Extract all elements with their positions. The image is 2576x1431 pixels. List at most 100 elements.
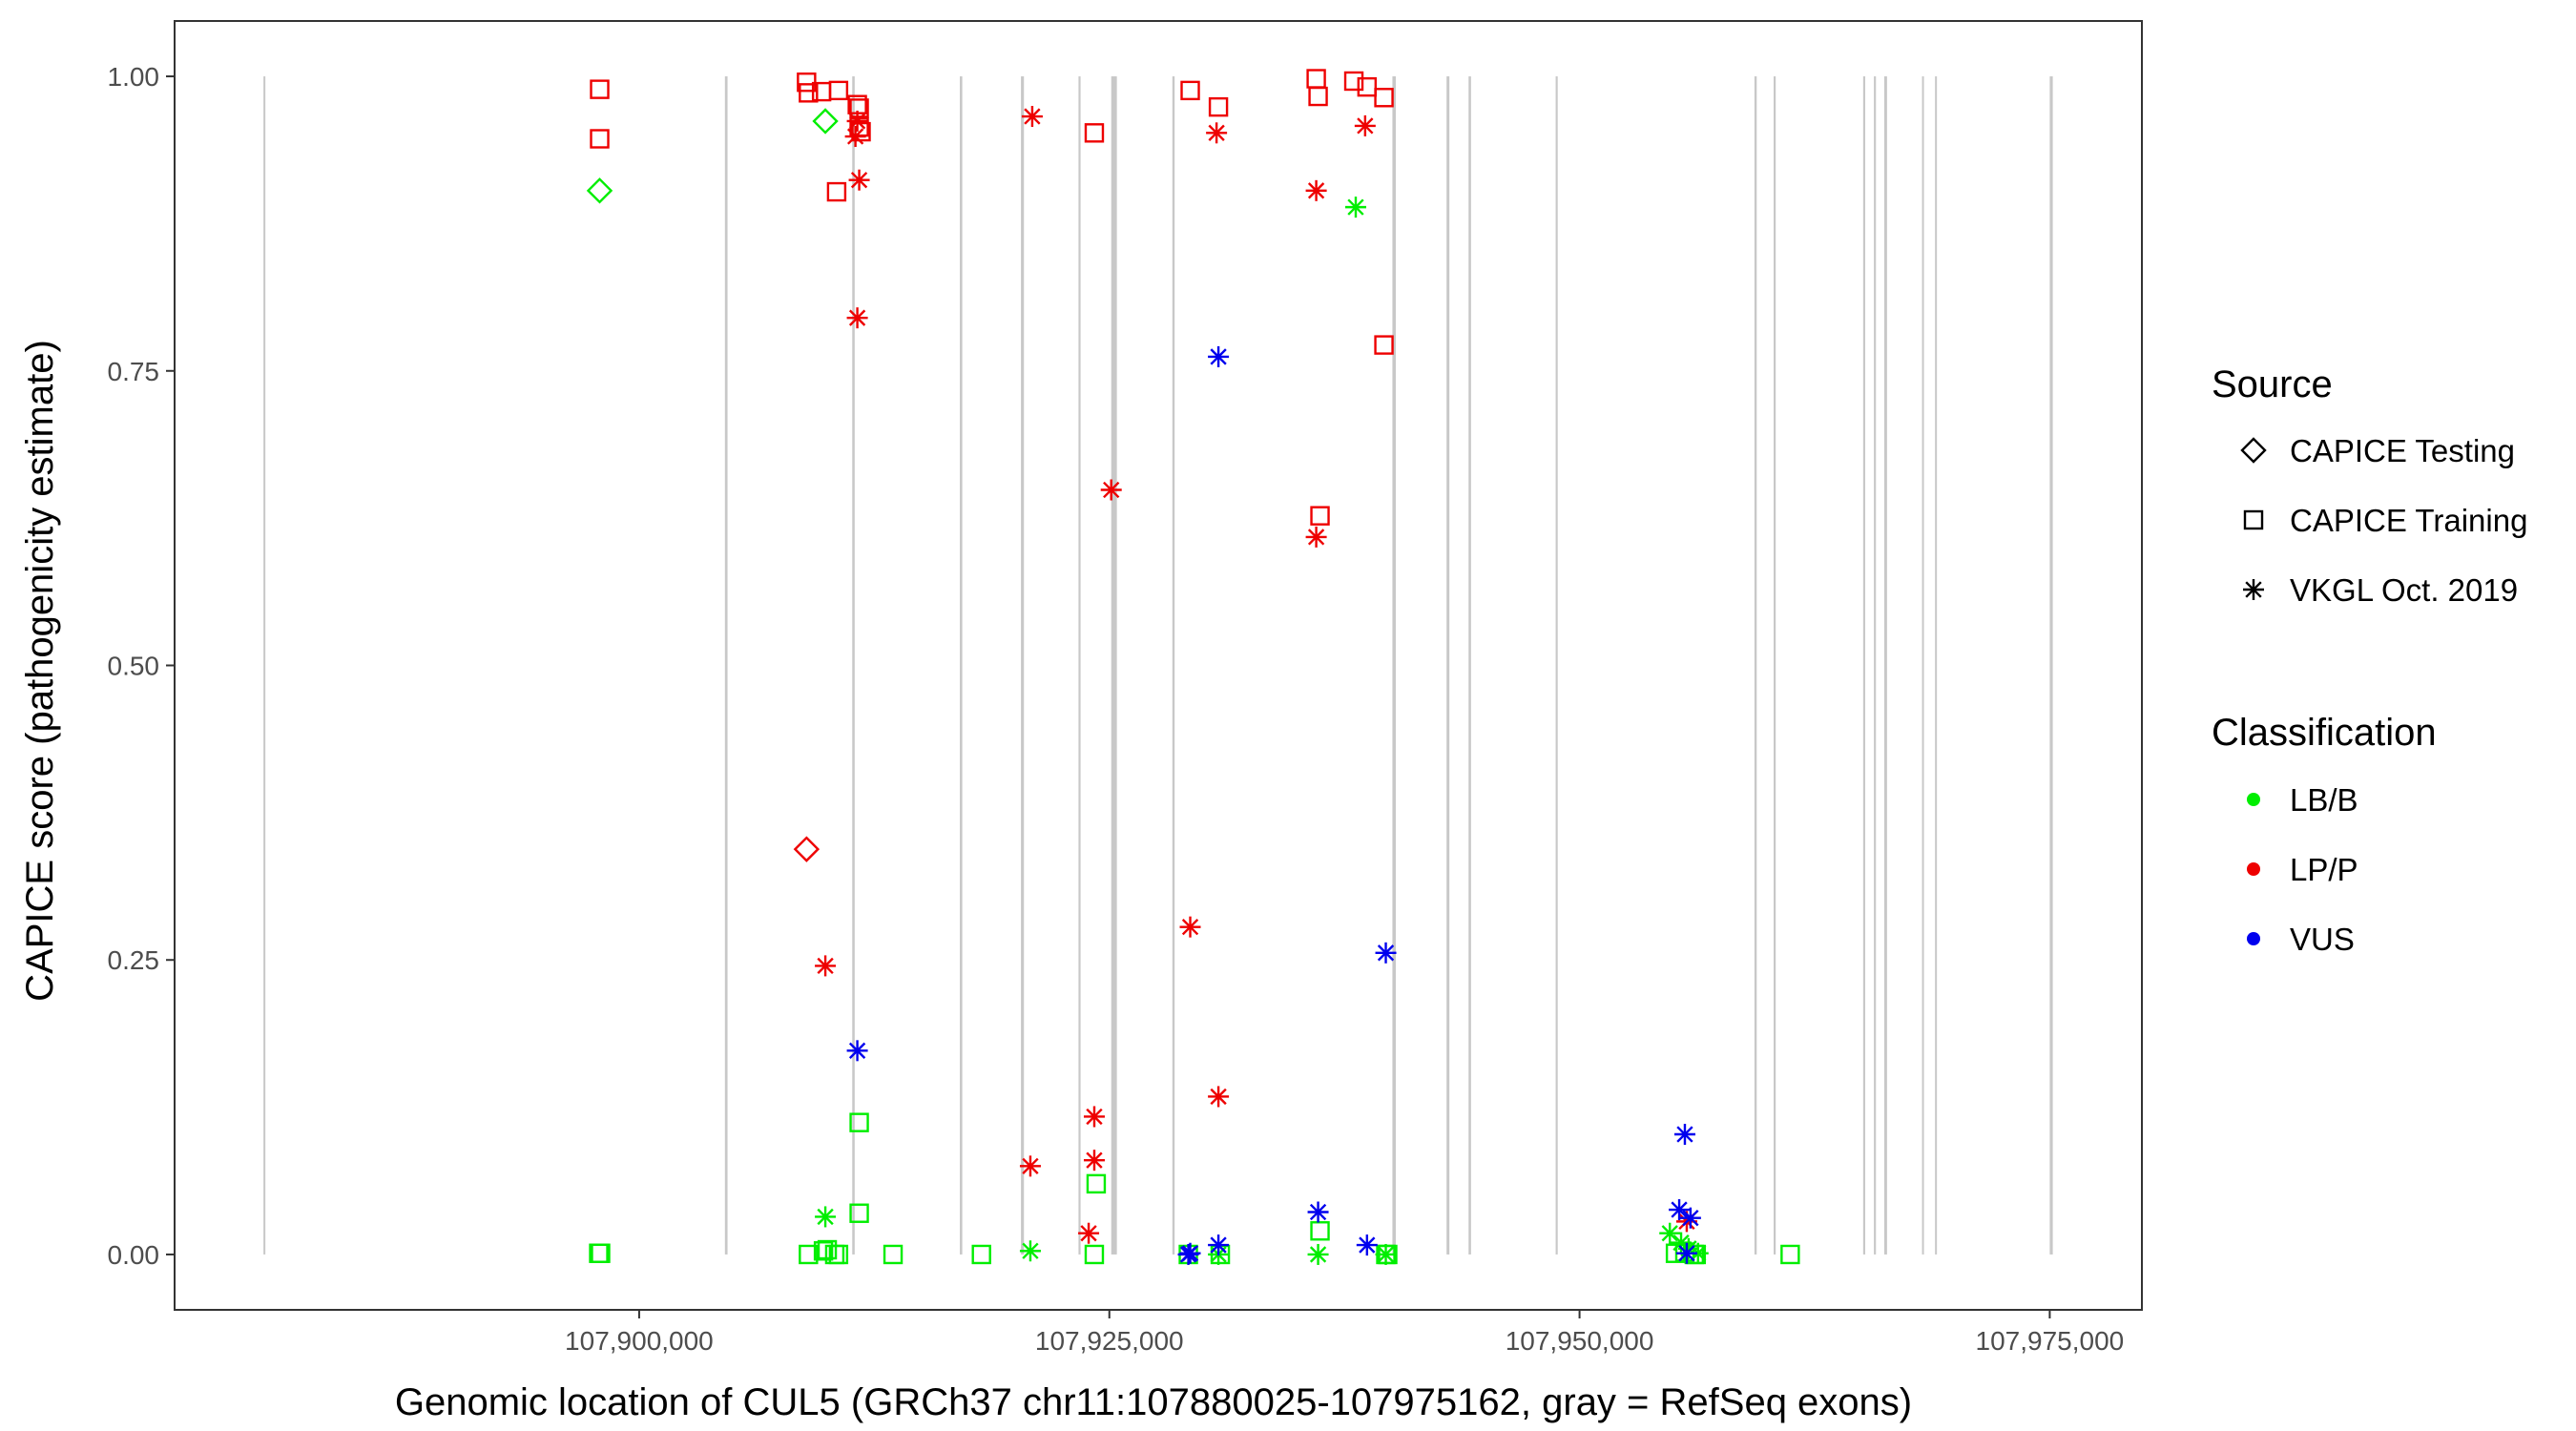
data-point <box>828 1244 849 1265</box>
data-point <box>1019 1240 1041 1262</box>
data-point <box>813 1241 834 1261</box>
legend-label: CAPICE Testing <box>2290 433 2515 468</box>
exon-line <box>960 76 963 1255</box>
data-point <box>1019 1155 1041 1177</box>
y-axis-title: CAPICE score (pathogenicity estimate) <box>19 340 61 1002</box>
data-point <box>1310 506 1330 526</box>
data-point <box>812 108 839 135</box>
y-axis: 0.00 0.25 0.50 0.75 1.00 <box>108 62 175 1270</box>
data-point <box>1308 86 1328 107</box>
legend-title: Source <box>2212 363 2333 405</box>
exon-line <box>1883 76 1887 1255</box>
x-tick-label: 107,975,000 <box>1976 1326 2125 1356</box>
data-point <box>1305 179 1327 201</box>
data-point <box>846 110 868 132</box>
legend-label: LB/B <box>2290 782 2358 818</box>
data-point <box>1086 1173 1107 1194</box>
data-point <box>828 80 849 101</box>
exon-line <box>1078 76 1081 1255</box>
y-tick-label: 0.25 <box>108 945 160 975</box>
exon-line <box>1111 76 1117 1255</box>
exon-line <box>1874 76 1877 1255</box>
data-point <box>1675 1242 1697 1264</box>
data-point <box>1673 1123 1695 1145</box>
data-point <box>1307 1201 1329 1223</box>
data-point <box>1344 197 1366 218</box>
exon-line <box>1922 76 1924 1255</box>
legend-key <box>2243 509 2264 530</box>
legend-label: VKGL Oct. 2019 <box>2290 572 2518 608</box>
data-point <box>849 1203 869 1223</box>
data-point <box>848 169 870 191</box>
data-point <box>1208 1234 1230 1256</box>
data-point <box>1310 1221 1330 1241</box>
exon-line <box>1862 76 1866 1255</box>
data-point <box>1374 88 1394 108</box>
data-point <box>1679 1207 1701 1229</box>
exon-line <box>1468 76 1471 1255</box>
data-point <box>590 129 610 149</box>
legend-key <box>2240 437 2267 464</box>
y-tick-label: 0.50 <box>108 652 160 681</box>
data-point <box>1179 1242 1201 1264</box>
data-point <box>1375 1243 1397 1265</box>
data-point <box>1354 114 1376 136</box>
data-point <box>815 955 837 977</box>
data-point <box>1083 1106 1105 1128</box>
exon-line <box>263 76 266 1255</box>
data-point <box>1357 76 1378 97</box>
data-point <box>849 98 869 118</box>
legend-key <box>2247 862 2260 876</box>
data-point <box>1100 479 1122 501</box>
data-point <box>793 836 821 862</box>
data-point <box>1669 1199 1691 1221</box>
data-point <box>1206 122 1228 144</box>
legend-key <box>2247 793 2260 806</box>
legend-label: LP/P <box>2290 852 2358 887</box>
data-point <box>1084 123 1105 143</box>
exon-line <box>1774 76 1776 1255</box>
data-point <box>1084 1244 1105 1265</box>
data-point <box>815 1206 837 1228</box>
data-points <box>586 69 1800 1265</box>
exon-line <box>1172 76 1175 1255</box>
data-point <box>1659 1222 1681 1244</box>
data-point <box>1307 1243 1329 1265</box>
exon-line <box>1446 76 1450 1255</box>
data-point <box>799 1244 819 1265</box>
data-point <box>1208 96 1229 117</box>
data-point <box>1078 1222 1100 1244</box>
data-point <box>971 1244 991 1265</box>
data-point <box>1179 916 1201 938</box>
data-point <box>1343 71 1364 92</box>
x-tick-label: 107,900,000 <box>565 1326 714 1356</box>
data-point <box>1083 1150 1105 1172</box>
exon-line <box>2049 76 2053 1255</box>
exon-line <box>1021 76 1025 1255</box>
y-tick-label: 0.00 <box>108 1240 160 1270</box>
y-tick-label: 1.00 <box>108 62 160 92</box>
data-point <box>1375 942 1397 964</box>
exon-lines <box>263 76 2053 1255</box>
exon-line <box>852 76 855 1255</box>
legend-label: CAPICE Training <box>2290 503 2527 538</box>
data-point <box>1356 1234 1378 1256</box>
x-axis-title: Genomic location of CUL5 (GRCh37 chr11:1… <box>395 1381 1912 1423</box>
data-point <box>1180 80 1200 101</box>
x-axis: 107,900,000 107,925,000 107,950,000 107,975… <box>565 1310 2124 1356</box>
legend-key <box>2243 579 2264 600</box>
legend-label: VUS <box>2290 922 2355 957</box>
x-tick-label: 107,925,000 <box>1035 1326 1184 1356</box>
data-point <box>1374 335 1394 355</box>
data-point <box>799 83 819 103</box>
exon-line <box>1935 76 1938 1255</box>
data-point <box>591 1243 611 1263</box>
legend: Source CAPICE Testing CAPICE Training VKGL … <box>2212 363 2527 957</box>
data-point <box>849 1112 869 1132</box>
legend-key <box>2247 932 2260 945</box>
data-point <box>1208 345 1230 367</box>
data-point <box>846 307 868 329</box>
data-point <box>590 79 610 99</box>
data-point <box>844 126 866 148</box>
